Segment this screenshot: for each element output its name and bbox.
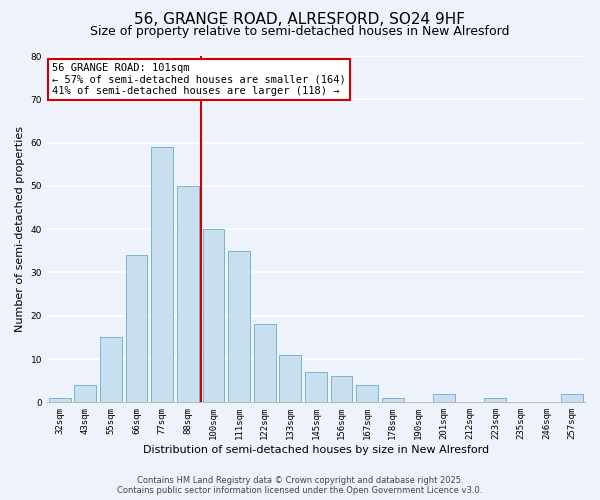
Bar	[254, 324, 275, 402]
Bar	[126, 255, 148, 402]
Y-axis label: Number of semi-detached properties: Number of semi-detached properties	[15, 126, 25, 332]
Bar	[203, 229, 224, 402]
Bar	[49, 398, 71, 402]
Bar	[228, 251, 250, 402]
Bar	[177, 186, 199, 402]
Bar	[305, 372, 327, 402]
Text: Contains HM Land Registry data © Crown copyright and database right 2025.
Contai: Contains HM Land Registry data © Crown c…	[118, 476, 482, 495]
Bar	[280, 354, 301, 403]
Text: Size of property relative to semi-detached houses in New Alresford: Size of property relative to semi-detach…	[90, 25, 510, 38]
Bar	[331, 376, 352, 402]
Bar	[356, 385, 378, 402]
Bar	[433, 394, 455, 402]
X-axis label: Distribution of semi-detached houses by size in New Alresford: Distribution of semi-detached houses by …	[143, 445, 489, 455]
Bar	[100, 338, 122, 402]
Bar	[561, 394, 583, 402]
Bar	[382, 398, 404, 402]
Bar	[484, 398, 506, 402]
Text: 56, GRANGE ROAD, ALRESFORD, SO24 9HF: 56, GRANGE ROAD, ALRESFORD, SO24 9HF	[134, 12, 466, 28]
Text: 56 GRANGE ROAD: 101sqm
← 57% of semi-detached houses are smaller (164)
41% of se: 56 GRANGE ROAD: 101sqm ← 57% of semi-det…	[52, 63, 346, 96]
Bar	[74, 385, 96, 402]
Bar	[151, 147, 173, 403]
